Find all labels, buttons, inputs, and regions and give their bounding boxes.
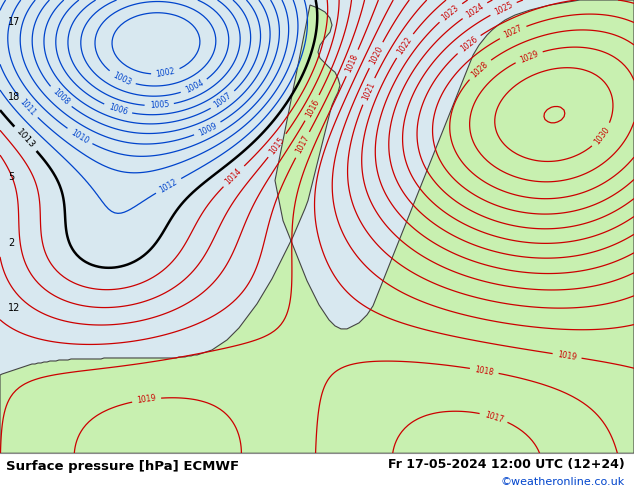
Text: 1003: 1003 xyxy=(112,71,133,87)
Text: 1030: 1030 xyxy=(593,125,612,146)
Text: 5: 5 xyxy=(8,172,14,182)
Text: Fr 17-05-2024 12:00 UTC (12+24): Fr 17-05-2024 12:00 UTC (12+24) xyxy=(388,458,624,471)
Text: ©weatheronline.co.uk: ©weatheronline.co.uk xyxy=(500,477,624,487)
Text: 1017: 1017 xyxy=(483,410,505,424)
Polygon shape xyxy=(0,0,634,453)
Text: 1009: 1009 xyxy=(197,121,218,137)
Text: 1028: 1028 xyxy=(470,59,490,79)
Text: 1011: 1011 xyxy=(18,97,37,117)
Text: 1005: 1005 xyxy=(150,100,169,110)
Text: 12: 12 xyxy=(8,303,20,313)
Text: 1014: 1014 xyxy=(224,166,243,186)
Text: 1015: 1015 xyxy=(268,135,287,156)
Text: 1029: 1029 xyxy=(518,49,540,64)
Text: 1002: 1002 xyxy=(155,67,176,79)
Text: 1019: 1019 xyxy=(136,394,157,405)
Text: 1024: 1024 xyxy=(464,1,485,19)
Text: 1010: 1010 xyxy=(69,127,90,146)
Text: 1013: 1013 xyxy=(15,127,37,150)
Text: 1007: 1007 xyxy=(212,91,233,110)
Text: 1022: 1022 xyxy=(396,35,414,56)
Text: 17: 17 xyxy=(8,17,20,27)
Text: 1019: 1019 xyxy=(557,350,578,362)
Text: 1016: 1016 xyxy=(304,98,321,119)
Text: 18: 18 xyxy=(8,92,20,102)
Text: 1018: 1018 xyxy=(344,52,360,74)
Text: 1023: 1023 xyxy=(440,3,461,22)
Text: 1021: 1021 xyxy=(361,81,377,102)
Text: 1018: 1018 xyxy=(474,365,495,377)
Text: 1008: 1008 xyxy=(51,87,70,107)
Text: 1004: 1004 xyxy=(184,78,205,95)
Text: 1020: 1020 xyxy=(368,45,384,66)
Text: Surface pressure [hPa] ECMWF: Surface pressure [hPa] ECMWF xyxy=(6,460,240,473)
Text: 2: 2 xyxy=(8,238,14,247)
Text: 1017: 1017 xyxy=(294,134,311,155)
Text: 1006: 1006 xyxy=(107,102,129,117)
Text: 1025: 1025 xyxy=(493,0,514,17)
Text: 1027: 1027 xyxy=(502,24,524,40)
Text: 1012: 1012 xyxy=(158,177,179,195)
Text: 1026: 1026 xyxy=(458,35,479,53)
